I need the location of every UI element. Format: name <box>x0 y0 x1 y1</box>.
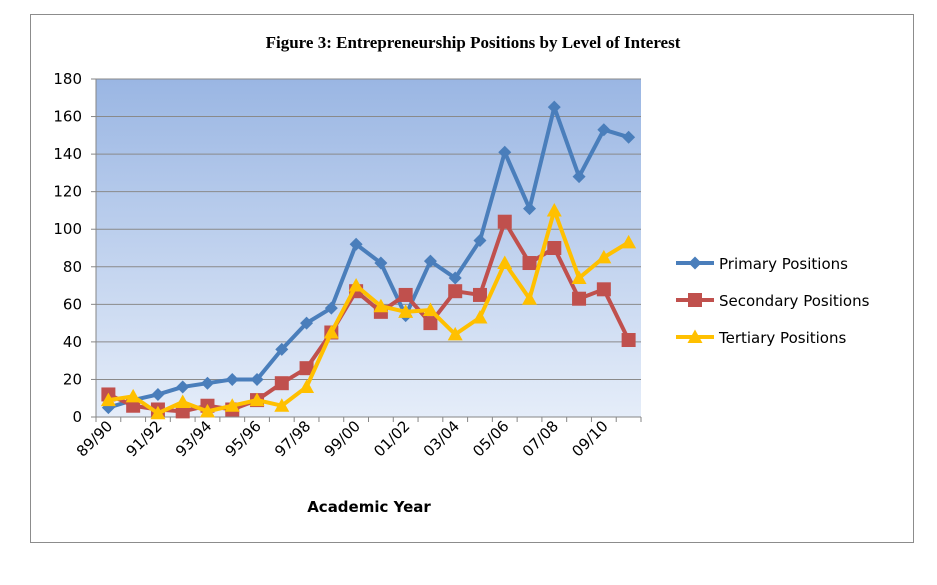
series-line <box>106 208 631 416</box>
data-point <box>249 392 265 407</box>
data-point <box>176 380 190 394</box>
data-point <box>423 254 437 268</box>
legend-item: Secondary Positions <box>676 292 870 310</box>
data-point <box>597 123 611 137</box>
legend: Primary Positions Secondary Positions Tert… <box>676 255 870 347</box>
data-point <box>447 326 463 341</box>
data-point <box>472 287 487 302</box>
data-point <box>547 100 561 114</box>
x-tick-label: 97/98 <box>271 417 314 460</box>
legend-label: Secondary Positions <box>719 292 870 310</box>
data-point <box>546 202 562 217</box>
x-tick-label: 09/10 <box>568 417 611 460</box>
series-group <box>100 100 637 420</box>
data-point <box>571 270 587 285</box>
data-point <box>225 372 239 386</box>
y-tick-label: 0 <box>72 408 82 426</box>
data-point <box>373 298 389 313</box>
data-point <box>199 403 215 418</box>
y-tick-label: 80 <box>63 258 82 276</box>
data-point <box>250 372 264 386</box>
y-tick-label: 100 <box>53 220 82 238</box>
y-tick-label: 60 <box>63 295 82 313</box>
data-point <box>596 282 611 297</box>
data-point <box>275 342 289 356</box>
y-tick-label: 180 <box>53 70 82 88</box>
y-tick-label: 40 <box>63 333 82 351</box>
data-point <box>422 302 438 316</box>
data-point <box>300 316 314 330</box>
data-point <box>523 202 537 216</box>
data-point <box>374 256 388 270</box>
data-point <box>274 376 289 391</box>
y-axis-ticks: 0 20 40 60 80 100 120 140 160 180 <box>53 70 96 426</box>
data-point <box>299 361 314 376</box>
data-point <box>448 284 463 299</box>
data-point <box>151 387 165 401</box>
chart-title: Figure 3: Entrepreneurship Positions by … <box>265 33 681 52</box>
data-point <box>323 325 339 339</box>
data-point <box>621 234 637 249</box>
data-point <box>572 170 586 184</box>
legend-marker <box>688 293 702 307</box>
data-point <box>621 333 636 348</box>
legend-item: Tertiary Positions <box>676 329 846 347</box>
data-point <box>572 291 587 306</box>
data-point <box>274 398 290 412</box>
data-point <box>423 316 438 331</box>
legend-marker <box>688 256 702 270</box>
y-tick-label: 140 <box>53 145 82 163</box>
data-point <box>175 394 191 408</box>
x-tick-label: 03/04 <box>420 417 463 460</box>
legend-item: Primary Positions <box>676 255 848 273</box>
data-point <box>299 379 315 393</box>
data-point <box>150 405 166 420</box>
data-point <box>522 256 537 271</box>
data-point <box>324 301 338 315</box>
data-point <box>125 388 141 403</box>
data-point <box>622 130 636 144</box>
y-tick-label: 20 <box>63 370 82 388</box>
data-point <box>398 287 413 302</box>
data-point <box>448 271 462 285</box>
data-point <box>348 278 364 292</box>
x-tick-label: 91/92 <box>122 417 165 460</box>
data-point <box>224 398 240 412</box>
data-point <box>522 291 538 305</box>
data-point <box>349 237 363 251</box>
data-point <box>497 255 513 270</box>
series-line <box>106 105 631 410</box>
legend-label: Tertiary Positions <box>718 329 846 347</box>
legend-marker <box>687 329 703 343</box>
x-tick-label: 01/02 <box>370 417 413 460</box>
data-point <box>596 249 612 264</box>
data-point <box>497 214 512 229</box>
y-tick-label: 160 <box>53 108 82 126</box>
data-point <box>498 145 512 159</box>
data-point <box>200 376 214 390</box>
x-axis-ticks: 89/90 91/92 93/94 95/96 97/98 99/00 01/02 03/04… <box>73 417 642 460</box>
data-point <box>473 233 487 247</box>
y-tick-label: 120 <box>53 183 82 201</box>
data-point <box>100 392 116 407</box>
x-tick-label: 95/96 <box>222 417 265 460</box>
x-axis-title: Academic Year <box>307 498 431 516</box>
x-tick-label: 07/08 <box>519 417 562 460</box>
x-tick-label: 05/06 <box>469 417 512 460</box>
data-point <box>398 304 414 318</box>
x-tick-label: 93/94 <box>172 417 215 460</box>
x-tick-label: 99/00 <box>321 417 364 460</box>
legend-label: Primary Positions <box>719 255 848 273</box>
data-point <box>547 241 562 255</box>
data-point <box>472 309 488 324</box>
series-3 <box>100 202 637 420</box>
